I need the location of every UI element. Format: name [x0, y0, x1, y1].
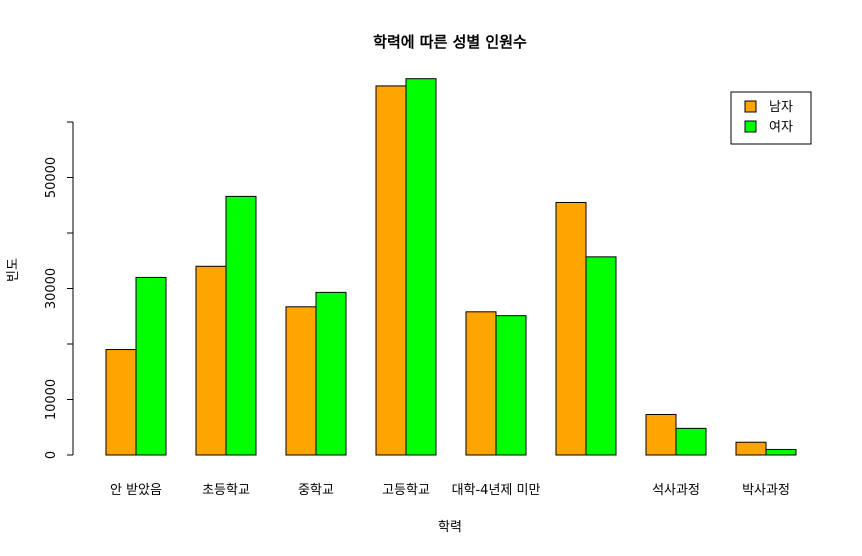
- x-tick-label: 박사과정: [742, 483, 790, 498]
- x-axis-label: 학력: [438, 520, 462, 535]
- legend-label: 남자: [769, 100, 793, 115]
- y-tick-label: 10000: [44, 379, 59, 420]
- x-tick-label: 대학-4년제 미만: [452, 483, 541, 498]
- bar-male: [105, 349, 137, 456]
- bar-male: [285, 306, 317, 456]
- legend-swatch: [744, 120, 757, 133]
- x-tick-label: 초등학교: [202, 483, 250, 498]
- bar-male: [735, 441, 767, 456]
- y-axis-label: 빈도: [6, 258, 21, 282]
- x-tick-label: 석사과정: [652, 483, 700, 498]
- x-tick-labels: 안 받았음 초등학교 중학교 고등학교 대학-4년제 미만 석사과정 박사과정: [110, 483, 790, 498]
- legend-label: 여자: [769, 120, 793, 135]
- bar-male: [195, 265, 227, 456]
- bar-female: [405, 78, 437, 456]
- bars-group: [105, 78, 797, 456]
- legend-swatch: [744, 100, 757, 113]
- bar-female: [135, 276, 167, 456]
- bar-female: [585, 256, 617, 456]
- bar-male: [465, 311, 497, 456]
- x-tick-label: 중학교: [298, 483, 334, 498]
- bar-male: [645, 413, 677, 456]
- bar-male: [555, 201, 587, 456]
- y-tick-label: 50000: [44, 157, 59, 198]
- bar-female: [225, 195, 257, 456]
- bar-female: [675, 427, 707, 456]
- x-tick-label: 안 받았음: [110, 483, 162, 498]
- y-tick-label: 30000: [44, 268, 59, 309]
- chart-title: 학력에 따른 성별 인원수: [373, 33, 527, 51]
- x-tick-label: 고등학교: [382, 483, 430, 498]
- bar-female: [765, 448, 797, 456]
- bar-female: [495, 315, 527, 456]
- y-tick-label: 0: [44, 451, 59, 459]
- bar-female: [315, 291, 347, 456]
- y-axis: 0 10000 30000 50000: [44, 121, 74, 459]
- bar-male: [375, 85, 407, 456]
- legend-box: [730, 91, 812, 145]
